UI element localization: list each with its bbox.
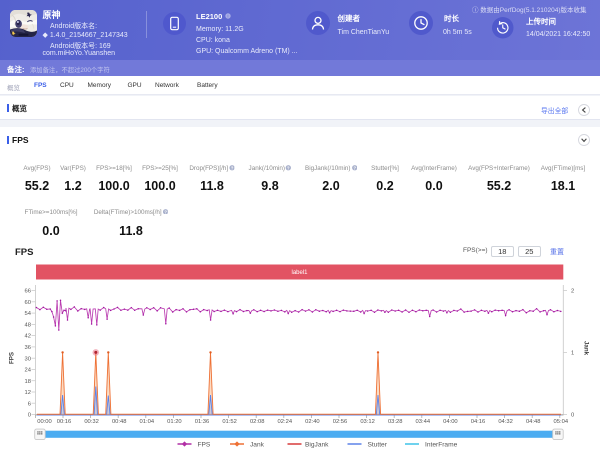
svg-text:03:12: 03:12 [360, 419, 375, 425]
svg-text:FPS: FPS [198, 441, 211, 448]
svg-text:?: ? [164, 209, 167, 214]
svg-text:01:20: 01:20 [167, 419, 182, 425]
svg-text:02:24: 02:24 [278, 419, 293, 425]
svg-text:Jank: Jank [250, 441, 265, 448]
svg-text:04:16: 04:16 [471, 419, 486, 425]
svg-text:01:52: 01:52 [222, 419, 237, 425]
svg-text:1: 1 [571, 351, 574, 357]
svg-text:04:48: 04:48 [526, 419, 541, 425]
svg-text:?: ? [353, 165, 356, 170]
svg-text:01:04: 01:04 [140, 419, 155, 425]
svg-text:01:36: 01:36 [195, 419, 210, 425]
svg-text:66: 66 [25, 289, 31, 295]
svg-text:0: 0 [571, 413, 574, 419]
svg-text:02:40: 02:40 [305, 419, 320, 425]
svg-text:6: 6 [28, 401, 31, 407]
svg-text:04:32: 04:32 [498, 419, 513, 425]
svg-text:0: 0 [28, 413, 31, 419]
svg-text:00:32: 00:32 [84, 419, 99, 425]
svg-text:12: 12 [25, 390, 31, 396]
svg-text:FPS: FPS [9, 352, 16, 364]
svg-text:04:00: 04:00 [443, 419, 458, 425]
svg-text:02:56: 02:56 [333, 419, 348, 425]
svg-text:2: 2 [571, 289, 574, 295]
svg-text:60: 60 [25, 300, 31, 306]
svg-text:?: ? [231, 165, 234, 170]
svg-text:Stutter: Stutter [368, 441, 388, 448]
svg-text:48: 48 [25, 323, 31, 329]
svg-text:label1: label1 [291, 270, 308, 276]
svg-text:36: 36 [25, 345, 31, 351]
svg-text:02:08: 02:08 [250, 419, 265, 425]
svg-text:05:04: 05:04 [554, 419, 569, 425]
svg-text:BigJank: BigJank [305, 441, 329, 448]
svg-text:18: 18 [25, 379, 31, 385]
svg-text:03:44: 03:44 [416, 419, 431, 425]
svg-text:42: 42 [25, 334, 31, 340]
svg-text:?: ? [287, 165, 290, 170]
svg-text:i: i [227, 13, 228, 18]
svg-text:30: 30 [25, 356, 31, 362]
svg-text:00:00: 00:00 [37, 419, 52, 425]
svg-text:InterFrame: InterFrame [425, 441, 458, 448]
svg-text:54: 54 [25, 311, 32, 317]
svg-text:00:48: 00:48 [112, 419, 127, 425]
svg-text:24: 24 [25, 368, 32, 374]
svg-text:00:16: 00:16 [57, 419, 72, 425]
svg-text:Jank: Jank [583, 341, 590, 356]
svg-text:03:28: 03:28 [388, 419, 403, 425]
